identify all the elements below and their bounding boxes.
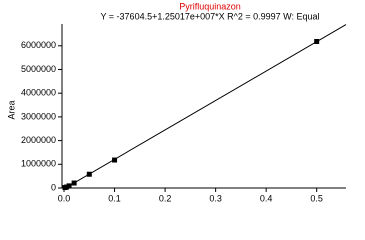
x-tick-label: 0.5 [310, 193, 323, 203]
chart-title: Pyrifluquinazon [179, 1, 241, 11]
point [64, 184, 70, 190]
y-tick-label: 2000000 [21, 135, 56, 145]
x-tick-label: 0.1 [108, 193, 121, 203]
y-tick-label: 0 [51, 182, 56, 192]
y-tick-label: 5000000 [21, 64, 56, 74]
fit-line [63, 24, 347, 190]
y-tick-label: 6000000 [21, 40, 56, 50]
point [314, 39, 320, 45]
y-axis-label: Area [6, 100, 16, 119]
x-tick-label: 0.0 [58, 193, 71, 203]
chart-subtitle: Y = -37604.5+1.25017e+007*X R^2 = 0.9997… [100, 11, 319, 21]
point [66, 183, 72, 189]
x-tick-label: 0.4 [260, 193, 273, 203]
x-tick-label: 0.3 [209, 193, 222, 203]
point [71, 180, 77, 186]
page: Pyrifluquinazon Y = -37604.5+1.25017e+00… [6, 1, 347, 204]
x-tick-label: 0.2 [159, 193, 172, 203]
y-tick-label: 3000000 [21, 111, 56, 121]
point [86, 171, 92, 177]
y-tick-label: 4000000 [21, 88, 56, 98]
y-tick-label: 1000000 [21, 159, 56, 169]
chart: Pyrifluquinazon Y = -37604.5+1.25017e+00… [6, 1, 347, 203]
point [112, 157, 118, 163]
